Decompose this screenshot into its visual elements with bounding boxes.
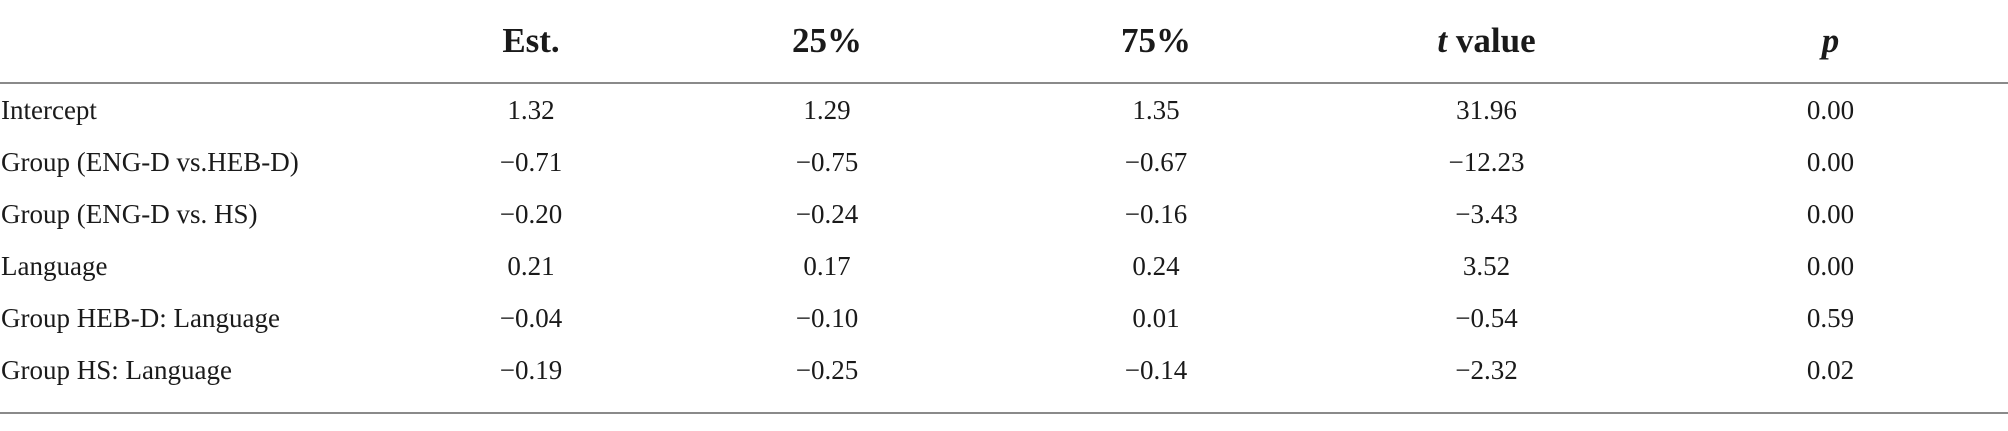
row-label: Group HS: Language (1, 354, 232, 385)
cell-75-percent: −0.16 (1124, 198, 1188, 229)
cell-t-value: 31.96 (1456, 94, 1517, 125)
header-estimate: Est. (400, 0, 662, 84)
cell-t-value: −12.23 (1448, 146, 1525, 177)
cell-p-value: 0.02 (1806, 354, 1855, 385)
regression-table: Est. 25% 75% t value p Intercept 1.32 1.… (0, 0, 2008, 396)
cell-25-percent: −0.25 (795, 354, 859, 385)
cell-estimate: −0.71 (499, 146, 563, 177)
cell-75-percent: −0.14 (1124, 354, 1188, 385)
cell-25-percent: −0.75 (795, 146, 859, 177)
cell-estimate: −0.19 (499, 354, 563, 385)
cell-75-percent: 1.35 (1132, 94, 1180, 125)
table-header: Est. 25% 75% t value p (0, 0, 2008, 84)
cell-estimate: −0.04 (499, 302, 563, 333)
row-label: Group HEB-D: Language (1, 302, 280, 333)
table-body: Intercept 1.32 1.29 1.35 31.96 0.00 Grou… (0, 83, 2008, 396)
header-p-italic: p (1821, 21, 1840, 60)
cell-25-percent: 1.29 (803, 94, 851, 125)
header-t-italic: t (1437, 21, 1448, 60)
cell-25-percent: −0.24 (795, 198, 859, 229)
cell-estimate: 0.21 (507, 250, 555, 281)
cell-p-value: 0.59 (1806, 302, 1855, 333)
table-row: Language 0.21 0.17 0.24 3.52 0.00 (0, 240, 2008, 292)
header-t-rest: value (1447, 21, 1536, 60)
cell-p-value: 0.00 (1806, 250, 1855, 281)
header-empty-cell (0, 0, 400, 84)
cell-75-percent: −0.67 (1124, 146, 1188, 177)
row-label: Group (ENG-D vs. HS) (1, 198, 258, 229)
table-row: Group HS: Language −0.19 −0.25 −0.14 −2.… (0, 344, 2008, 396)
cell-estimate: −0.20 (499, 198, 563, 229)
cell-p-value: 0.00 (1806, 94, 1855, 125)
cell-75-percent: 0.24 (1132, 250, 1180, 281)
header-p-value: p (1653, 0, 2008, 84)
cell-t-value: −2.32 (1455, 354, 1518, 385)
table-row: Intercept 1.32 1.29 1.35 31.96 0.00 (0, 83, 2008, 136)
table-row: Group HEB-D: Language −0.04 −0.10 0.01 −… (0, 292, 2008, 344)
cell-75-percent: 0.01 (1132, 302, 1180, 333)
table-row: Group (ENG-D vs.HEB-D) −0.71 −0.75 −0.67… (0, 136, 2008, 188)
row-label: Intercept (1, 94, 97, 125)
table-bottom-rule (0, 412, 2008, 414)
cell-25-percent: −0.10 (795, 302, 859, 333)
cell-t-value: −3.43 (1455, 198, 1518, 229)
header-row: Est. 25% 75% t value p (0, 0, 2008, 84)
header-t-value: t value (1320, 0, 1653, 84)
cell-p-value: 0.00 (1806, 198, 1855, 229)
cell-p-value: 0.00 (1806, 146, 1855, 177)
table-row: Group (ENG-D vs. HS) −0.20 −0.24 −0.16 −… (0, 188, 2008, 240)
row-label: Group (ENG-D vs.HEB-D) (1, 146, 299, 177)
cell-t-value: −0.54 (1455, 302, 1518, 333)
cell-25-percent: 0.17 (803, 250, 851, 281)
cell-estimate: 1.32 (507, 94, 555, 125)
cell-t-value: 3.52 (1462, 250, 1511, 281)
header-75-percent: 75% (992, 0, 1320, 84)
header-25-percent: 25% (662, 0, 992, 84)
row-label: Language (1, 250, 108, 281)
